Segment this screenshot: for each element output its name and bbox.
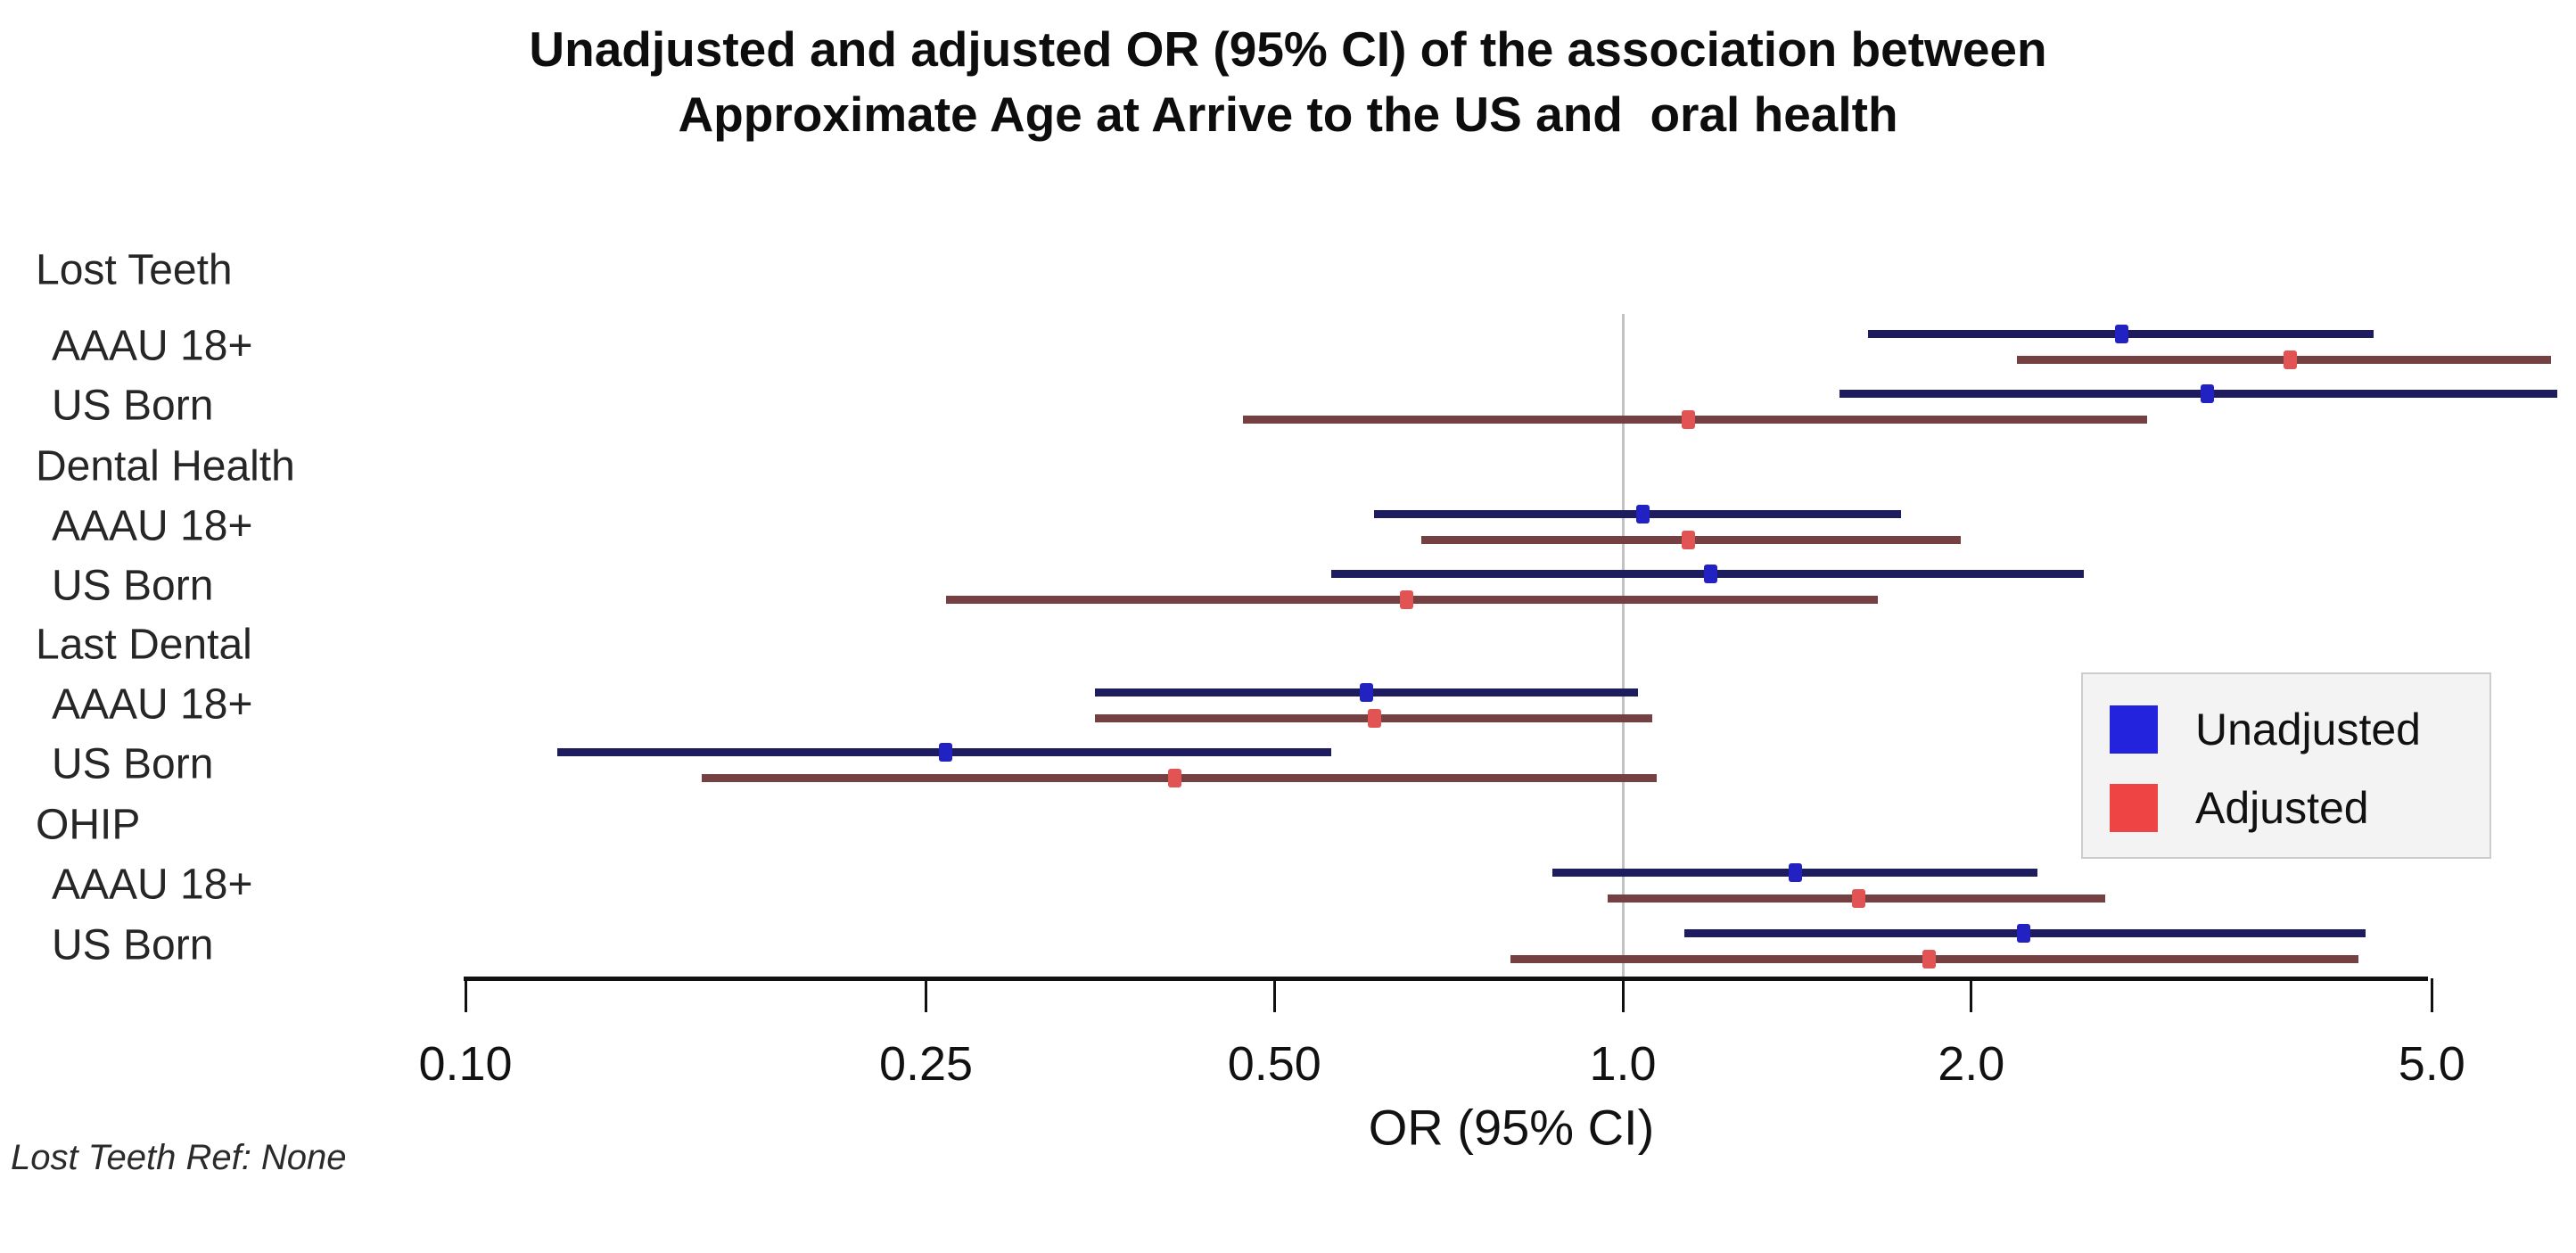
point-estimate-unadjusted: [939, 742, 953, 762]
reference-line: [1621, 314, 1625, 978]
x-tick-mark: [1970, 978, 1973, 1012]
x-tick-mark: [925, 978, 928, 1012]
point-estimate-adjusted: [1852, 888, 1866, 908]
legend-label-unadjusted: Unadjusted: [2195, 705, 2421, 754]
legend: Unadjusted Adjusted: [2081, 672, 2491, 859]
x-tick-mark: [464, 978, 467, 1012]
point-estimate-unadjusted: [1635, 504, 1650, 523]
item-label: AAAU 18+: [52, 680, 253, 729]
point-estimate-unadjusted: [2017, 923, 2031, 943]
point-estimate-unadjusted: [1789, 862, 1803, 882]
x-tick-mark: [2430, 978, 2433, 1012]
x-tick-label: 0.25: [878, 1037, 974, 1091]
item-label: US Born: [52, 562, 214, 610]
point-estimate-adjusted: [2283, 350, 2297, 369]
point-estimate-adjusted: [1682, 530, 1696, 549]
group-label: Lost Teeth: [36, 246, 233, 294]
item-label: AAAU 18+: [52, 502, 253, 550]
item-label: US Born: [52, 740, 214, 788]
point-estimate-adjusted: [1367, 708, 1381, 728]
legend-entry-unadjusted: Unadjusted: [2110, 705, 2421, 754]
point-estimate-unadjusted: [2201, 383, 2215, 403]
legend-entry-adjusted: Adjusted: [2110, 783, 2369, 833]
point-estimate-unadjusted: [1359, 682, 1373, 702]
group-label: OHIP: [36, 801, 141, 849]
x-axis-line: [464, 977, 2428, 981]
legend-swatch-adjusted-icon: [2110, 784, 2158, 832]
legend-label-adjusted: Adjusted: [2195, 783, 2369, 833]
x-tick-label: 0.50: [1227, 1037, 1321, 1091]
point-estimate-adjusted: [1922, 949, 1937, 969]
x-tick-label: 2.0: [1938, 1037, 2005, 1091]
point-estimate-adjusted: [1682, 409, 1696, 429]
x-tick-label: 0.10: [418, 1037, 513, 1091]
x-axis-title: OR (95% CI): [1368, 1099, 1655, 1156]
point-estimate-adjusted: [1399, 589, 1413, 609]
item-label: US Born: [52, 921, 214, 969]
point-estimate-unadjusted: [1703, 564, 1717, 583]
ci-line-unadjusted: [1839, 389, 2558, 398]
item-label: AAAU 18+: [52, 322, 253, 370]
item-label: AAAU 18+: [52, 861, 253, 909]
x-tick-label: 5.0: [2398, 1037, 2465, 1091]
legend-swatch-unadjusted-icon: [2110, 705, 2158, 754]
point-estimate-unadjusted: [2115, 324, 2129, 343]
item-label: US Born: [52, 382, 214, 430]
group-label: Dental Health: [36, 442, 295, 490]
point-estimate-adjusted: [1167, 768, 1181, 787]
footnote-lost-teeth: Lost Teeth Ref: None: [11, 1138, 347, 1177]
footnotes: Lost Teeth Ref: None Dental Health Ref: …: [11, 1024, 709, 1253]
x-tick-mark: [1621, 978, 1625, 1012]
chart-title-line2: Approximate Age at Arrive to the US and …: [678, 87, 1898, 142]
x-tick-mark: [1272, 978, 1276, 1012]
x-tick-label: 1.0: [1589, 1037, 1657, 1091]
chart-title-line1: Unadjusted and adjusted OR (95% CI) of t…: [529, 21, 2047, 77]
group-label: Last Dental: [36, 621, 252, 669]
ci-line-adjusted: [1243, 415, 2148, 424]
